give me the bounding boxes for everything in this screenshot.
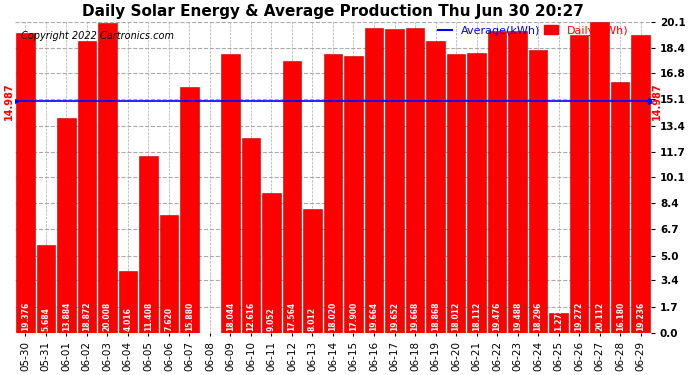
Bar: [488, 32, 506, 333]
Text: 17.900: 17.900: [349, 302, 358, 331]
Bar: [57, 118, 75, 333]
Bar: [467, 53, 486, 333]
Text: 19.272: 19.272: [575, 302, 584, 331]
Text: 19.668: 19.668: [411, 302, 420, 331]
Text: 1.272: 1.272: [554, 307, 563, 331]
Bar: [631, 35, 650, 333]
Text: Copyright 2022 Cartronics.com: Copyright 2022 Cartronics.com: [21, 31, 175, 41]
Legend: Average(kWh), Daily(kWh): Average(kWh), Daily(kWh): [434, 21, 633, 40]
Bar: [180, 87, 199, 333]
Text: 8.012: 8.012: [308, 307, 317, 331]
Bar: [262, 193, 281, 333]
Bar: [159, 215, 178, 333]
Bar: [241, 138, 260, 333]
Text: 7.620: 7.620: [164, 307, 173, 331]
Bar: [529, 50, 547, 333]
Text: 18.020: 18.020: [328, 302, 337, 331]
Text: 19.664: 19.664: [370, 302, 379, 331]
Text: 19.488: 19.488: [513, 302, 522, 331]
Text: 18.012: 18.012: [451, 302, 460, 331]
Bar: [509, 31, 527, 333]
Bar: [344, 56, 363, 333]
Text: 14.987: 14.987: [652, 82, 662, 120]
Text: 14.987: 14.987: [4, 82, 14, 120]
Bar: [447, 54, 465, 333]
Bar: [283, 61, 301, 333]
Text: 20.008: 20.008: [103, 302, 112, 331]
Bar: [16, 33, 34, 333]
Text: 15.880: 15.880: [185, 302, 194, 331]
Text: 13.884: 13.884: [62, 302, 71, 331]
Text: 18.872: 18.872: [82, 301, 91, 331]
Text: 19.236: 19.236: [636, 302, 645, 331]
Text: 18.868: 18.868: [431, 301, 440, 331]
Bar: [37, 245, 55, 333]
Bar: [611, 82, 629, 333]
Title: Daily Solar Energy & Average Production Thu Jun 30 20:27: Daily Solar Energy & Average Production …: [82, 4, 584, 19]
Bar: [385, 28, 404, 333]
Text: 19.476: 19.476: [493, 302, 502, 331]
Text: 9.052: 9.052: [267, 307, 276, 331]
Bar: [426, 41, 445, 333]
Bar: [303, 209, 322, 333]
Text: 5.684: 5.684: [41, 307, 50, 331]
Bar: [365, 28, 383, 333]
Bar: [77, 41, 96, 333]
Bar: [139, 156, 157, 333]
Text: 18.112: 18.112: [472, 302, 481, 331]
Bar: [324, 54, 342, 333]
Bar: [549, 314, 568, 333]
Text: 11.408: 11.408: [144, 302, 153, 331]
Text: 12.616: 12.616: [246, 302, 255, 331]
Text: 18.296: 18.296: [533, 302, 542, 331]
Text: 18.044: 18.044: [226, 302, 235, 331]
Bar: [221, 54, 239, 333]
Text: 19.376: 19.376: [21, 302, 30, 331]
Bar: [98, 23, 117, 333]
Text: 20.112: 20.112: [595, 302, 604, 331]
Text: 19.652: 19.652: [390, 302, 399, 331]
Bar: [591, 21, 609, 333]
Bar: [406, 28, 424, 333]
Bar: [570, 34, 589, 333]
Bar: [119, 271, 137, 333]
Text: 16.180: 16.180: [615, 302, 624, 331]
Text: 17.564: 17.564: [288, 302, 297, 331]
Text: 4.016: 4.016: [124, 307, 132, 331]
